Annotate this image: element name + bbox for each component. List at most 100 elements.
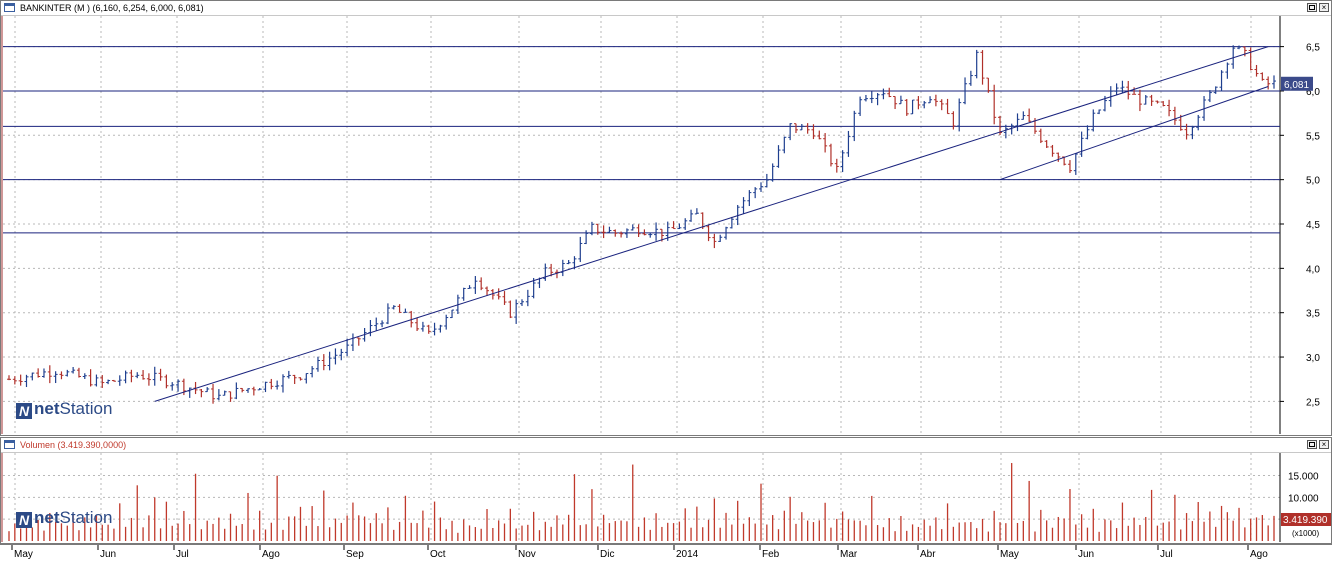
ohlc-bar <box>525 289 530 307</box>
ohlc-bar <box>1073 153 1078 175</box>
ohlc-bar <box>986 77 991 93</box>
ohlc-bar <box>158 368 163 381</box>
volume-plot-area <box>3 453 1280 542</box>
ohlc-bar <box>496 288 501 300</box>
ohlc-bar <box>1027 108 1032 122</box>
y-tick-label: 15.000 <box>1288 471 1319 482</box>
ohlc-bar <box>117 375 122 386</box>
ohlc-bar <box>963 77 968 105</box>
ohlc-bar <box>380 320 385 328</box>
ohlc-bar <box>648 232 653 238</box>
ohlc-bar <box>1067 160 1072 173</box>
ohlc-bar <box>770 163 775 182</box>
ohlc-bar <box>764 173 769 188</box>
ohlc-bar <box>683 218 688 230</box>
ohlc-bar <box>1056 152 1061 162</box>
ohlc-bar <box>1242 46 1247 57</box>
ohlc-bar <box>840 150 845 173</box>
ohlc-bar <box>724 226 729 240</box>
ohlc-bar <box>1172 106 1177 125</box>
ohlc-bar <box>712 233 717 249</box>
close-button[interactable]: × <box>1319 3 1329 12</box>
ohlc-bar <box>834 158 839 173</box>
ohlc-bar <box>735 204 740 226</box>
ohlc-bar <box>292 374 297 385</box>
trendline <box>999 86 1269 181</box>
ohlc-bar <box>391 305 396 310</box>
ohlc-bar <box>1237 45 1242 50</box>
ohlc-bar <box>875 93 880 106</box>
ohlc-bar <box>630 224 635 231</box>
ohlc-bar <box>694 208 699 215</box>
volume-panel-titlebar: Volumen (3.419.390,0000) × <box>1 438 1331 453</box>
ohlc-bar <box>234 382 239 400</box>
ohlc-bar <box>1126 80 1131 100</box>
ohlc-bar <box>450 309 455 319</box>
ohlc-bar <box>753 187 758 199</box>
y-tick-label: 3,0 <box>1306 353 1320 364</box>
ohlc-bar <box>619 231 624 238</box>
ohlc-bar <box>146 373 151 386</box>
ohlc-bar <box>304 373 309 384</box>
ohlc-bar <box>176 379 181 392</box>
ohlc-bar <box>82 373 87 379</box>
ohlc-bar <box>793 123 798 134</box>
ohlc-bar <box>613 229 618 237</box>
ohlc-bar <box>1178 114 1183 131</box>
ohlc-bar <box>269 378 274 390</box>
y-tick-label: 4,5 <box>1306 220 1320 231</box>
netstation-logo-icon: N <box>16 403 32 419</box>
ohlc-bar <box>706 224 711 242</box>
ohlc-bar <box>729 216 734 229</box>
ohlc-bar <box>106 379 111 385</box>
ohlc-bar <box>59 371 64 380</box>
ohlc-bar <box>152 366 157 386</box>
ohlc-bar <box>1272 75 1276 89</box>
ohlc-bar <box>123 370 128 384</box>
ohlc-bar <box>572 256 577 270</box>
ohlc-bar <box>94 374 99 387</box>
ohlc-bar <box>1260 72 1265 81</box>
ohlc-bar <box>578 236 583 263</box>
ohlc-bar <box>164 374 169 389</box>
ohlc-bar <box>71 367 76 374</box>
maximize-button[interactable] <box>1307 440 1317 449</box>
window-icon <box>4 440 15 449</box>
ohlc-bar <box>228 391 233 402</box>
ohlc-bar <box>1091 109 1096 132</box>
ohlc-bar <box>47 365 52 384</box>
ohlc-bar <box>1190 125 1195 140</box>
ohlc-bar <box>974 49 979 79</box>
price-chart-panel: BANKINTER (M ) (6,160, 6,254, 6,000, 6,0… <box>0 0 1332 436</box>
ohlc-bar <box>415 317 420 332</box>
ohlc-bar <box>1003 124 1008 139</box>
ohlc-bar <box>432 322 437 336</box>
ohlc-bar <box>222 390 227 396</box>
ohlc-bar <box>869 91 874 104</box>
ohlc-bar <box>636 224 641 238</box>
ohlc-bar <box>759 182 764 192</box>
maximize-button[interactable] <box>1307 3 1317 12</box>
ohlc-bar <box>1248 47 1253 71</box>
ohlc-bar <box>508 300 513 319</box>
ohlc-bar <box>7 375 11 381</box>
netstation-logo-icon: N <box>16 512 32 528</box>
ohlc-bar <box>817 130 822 140</box>
close-button[interactable]: × <box>1319 440 1329 449</box>
price-chart[interactable]: 2,5 3,0 3,5 4,0 4,5 5,0 5,5 6,0 6,5 6,081 <box>1 16 1331 436</box>
ohlc-bar <box>12 376 17 385</box>
ohlc-bar <box>601 225 606 239</box>
ohlc-bar <box>1015 113 1020 132</box>
ohlc-bar <box>881 88 886 100</box>
x-tick-label: Nov <box>518 549 536 560</box>
ohlc-bar <box>589 221 594 236</box>
ohlc-bar <box>141 370 146 380</box>
y-tick-label: 4,0 <box>1306 264 1320 275</box>
price-plot-area <box>3 16 1280 434</box>
ohlc-bar <box>939 99 944 111</box>
ohlc-bar <box>858 96 863 116</box>
ohlc-bar <box>321 354 326 371</box>
x-tick-label: Jun <box>100 549 116 560</box>
